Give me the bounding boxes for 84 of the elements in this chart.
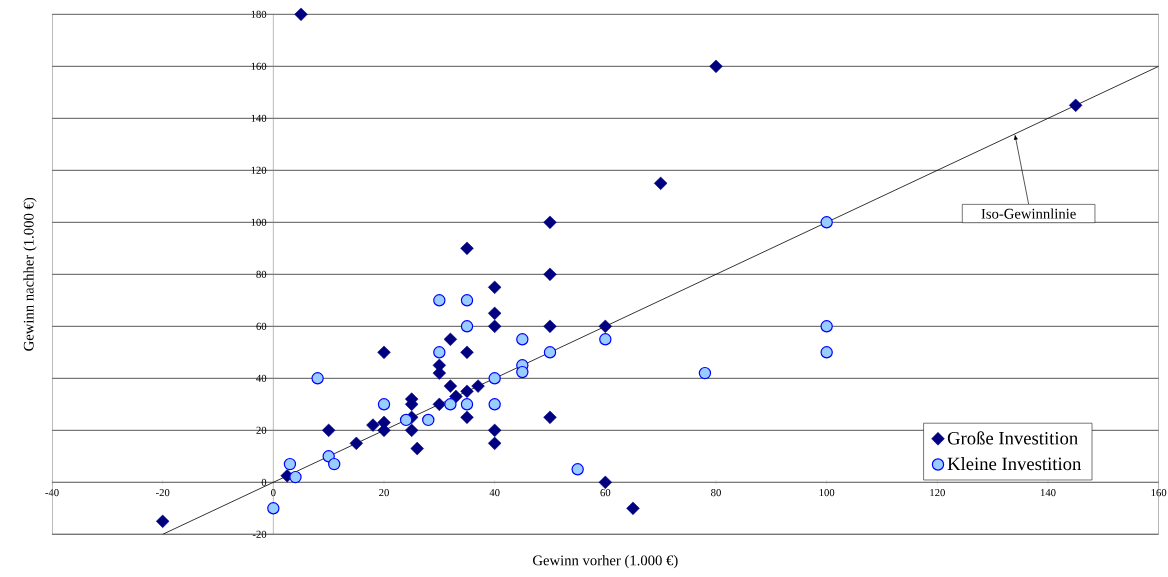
point xyxy=(820,346,833,359)
x-tick-label: 160 xyxy=(1151,489,1167,497)
point xyxy=(399,413,413,427)
point xyxy=(487,436,502,450)
point xyxy=(516,333,529,346)
point xyxy=(349,436,364,450)
point xyxy=(432,397,447,411)
point xyxy=(820,216,833,229)
y-tick-label: 0 xyxy=(261,478,267,486)
point xyxy=(460,410,474,424)
point xyxy=(404,423,419,437)
point xyxy=(626,501,640,515)
y-tick-label: 180 xyxy=(251,10,267,18)
point xyxy=(653,176,668,190)
x-tick-label: 20 xyxy=(379,489,389,497)
y-tick-label: 160 xyxy=(251,62,267,70)
x-tick-label: 140 xyxy=(1040,489,1056,497)
x-axis-title: Gewinn vorher (1.000 €) xyxy=(533,555,678,569)
point xyxy=(460,398,474,411)
y-tick-label: 20 xyxy=(256,426,267,434)
point xyxy=(516,365,529,379)
point xyxy=(294,7,308,21)
y-tick-label: 120 xyxy=(251,166,267,174)
point xyxy=(328,457,341,471)
point xyxy=(698,366,712,380)
point xyxy=(820,320,833,333)
point xyxy=(488,372,501,385)
point xyxy=(460,345,474,359)
x-tick-label: -40 xyxy=(45,489,59,497)
point xyxy=(487,423,502,437)
point xyxy=(410,441,424,456)
x-tick-label: 40 xyxy=(489,489,500,497)
point xyxy=(598,475,613,489)
y-tick-label: 80 xyxy=(256,270,267,278)
point xyxy=(460,241,474,255)
point xyxy=(433,294,446,307)
point xyxy=(322,450,335,463)
x-tick-label: -20 xyxy=(155,489,170,497)
point xyxy=(460,294,474,307)
point xyxy=(571,463,584,476)
y-tick-label: 100 xyxy=(251,218,267,226)
point xyxy=(460,320,474,333)
point xyxy=(422,413,435,427)
y-tick-label: -20 xyxy=(252,530,267,538)
point xyxy=(311,372,324,385)
point xyxy=(709,59,723,73)
y-tick-label: 60 xyxy=(256,322,267,330)
point xyxy=(543,319,557,333)
point xyxy=(599,333,612,346)
point xyxy=(377,398,391,411)
point xyxy=(321,423,336,437)
point xyxy=(283,457,297,471)
point xyxy=(487,319,502,333)
point xyxy=(1068,98,1083,112)
x-tick-label: 60 xyxy=(600,489,611,497)
point xyxy=(488,398,501,411)
x-tick-label: 120 xyxy=(930,489,945,497)
point xyxy=(433,346,446,359)
point xyxy=(289,470,302,484)
point xyxy=(543,410,557,424)
point xyxy=(487,306,502,320)
point xyxy=(267,502,280,515)
point xyxy=(444,398,457,411)
point xyxy=(155,514,170,528)
point xyxy=(377,345,391,359)
point xyxy=(460,384,474,398)
point xyxy=(543,215,557,229)
y-tick-label: 140 xyxy=(251,114,267,122)
y-axis-title: Gewinn nachher (1.000 €) xyxy=(23,197,37,351)
y-tick-label: 40 xyxy=(256,374,267,382)
point xyxy=(443,379,458,393)
legend-label: Kleine Investition xyxy=(947,457,1082,471)
point xyxy=(598,319,613,333)
point xyxy=(471,379,485,393)
x-tick-label: 80 xyxy=(711,489,721,497)
annotation: Iso-Gewinnlinie xyxy=(981,208,1076,219)
point xyxy=(366,418,380,432)
point xyxy=(543,346,557,359)
x-tick-label: 0 xyxy=(271,489,276,497)
point xyxy=(543,267,557,281)
point xyxy=(487,280,502,294)
point xyxy=(443,332,458,346)
x-tick-label: 100 xyxy=(819,489,835,497)
legend-label: Große Investition xyxy=(947,431,1078,445)
